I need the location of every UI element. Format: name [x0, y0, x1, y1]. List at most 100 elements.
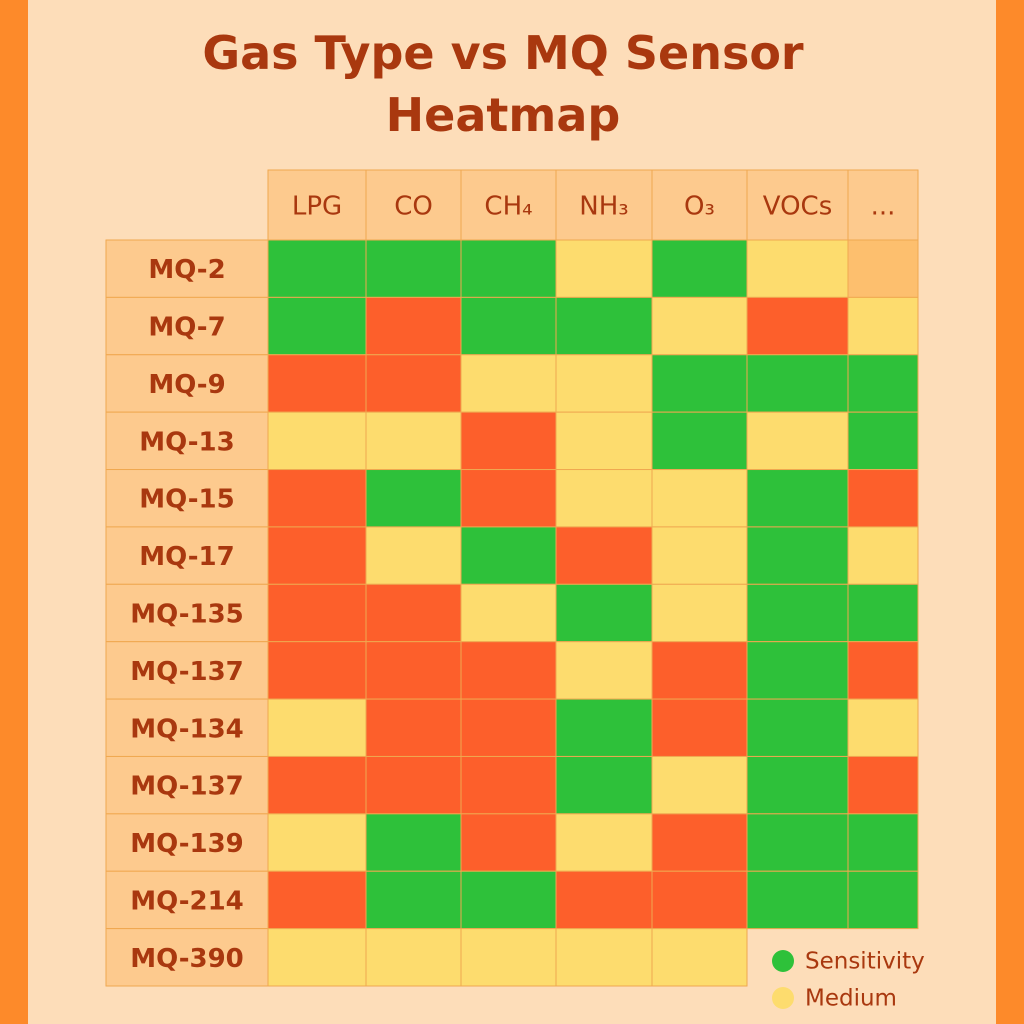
- heatmap-cell: [847, 698, 919, 757]
- heatmap-cell: [267, 813, 367, 872]
- heatmap-cell: [847, 469, 919, 528]
- row-header-cell: [105, 928, 269, 987]
- heatmap-cell: [651, 870, 748, 930]
- heatmap-cell: [847, 870, 919, 930]
- heatmap-cell: [267, 469, 367, 528]
- heatmap-cell: [267, 755, 367, 815]
- heatmap-cell: [847, 296, 919, 356]
- heatmap-cell: [555, 296, 653, 356]
- row-label: MQ-390: [130, 944, 244, 974]
- heatmap-cell: [267, 583, 367, 643]
- row-header-cell: [105, 469, 269, 528]
- heatmap-cell: [365, 239, 462, 298]
- heatmap-cell: [267, 296, 367, 356]
- row-label: MQ-17: [139, 542, 234, 572]
- heatmap-cell: [847, 583, 919, 643]
- heatmap-cell: [267, 411, 367, 471]
- heatmap-cell: [746, 239, 849, 298]
- heatmap-cell: [555, 239, 653, 298]
- heatmap-cell: [365, 870, 462, 930]
- heatmap-cell: [847, 239, 919, 298]
- heatmap-cell: [267, 928, 367, 987]
- row-header-cell: [105, 354, 269, 413]
- heatmap-cell: [746, 698, 849, 757]
- heatmap-cell: [746, 813, 849, 872]
- row-header-cell: [105, 698, 269, 757]
- heatmap-cell: [460, 870, 557, 930]
- heatmap-cell: [651, 583, 748, 643]
- heatmap-cell: [555, 469, 653, 528]
- heatmap-cell: [460, 928, 557, 987]
- heatmap-cell: [460, 239, 557, 298]
- row-header-cell: [105, 870, 269, 930]
- heatmap-cell: [460, 469, 557, 528]
- heatmap-cell: [847, 641, 919, 700]
- row-label: MQ-2: [148, 255, 225, 285]
- heatmap-cell: [555, 755, 653, 815]
- row-label: MQ-137: [130, 657, 244, 687]
- heatmap-cell: [555, 870, 653, 930]
- heatmap-cell: [746, 641, 849, 700]
- heatmap-cell: [847, 813, 919, 872]
- heatmap-cell: [651, 813, 748, 872]
- heatmap-cell: [460, 296, 557, 356]
- heatmap-cell: [365, 813, 462, 872]
- heatmap-cell: [460, 698, 557, 757]
- row-label: MQ-13: [139, 427, 234, 457]
- row-header-cell: [105, 296, 269, 356]
- column-header-cell: [460, 169, 557, 241]
- heatmap-cell: [847, 755, 919, 815]
- row-header-cell: [105, 641, 269, 700]
- heatmap-cell: [365, 755, 462, 815]
- heatmap-cell: [746, 469, 849, 528]
- row-label: MQ-139: [130, 829, 244, 859]
- heatmap-cell: [555, 813, 653, 872]
- column-header-cell: [365, 169, 462, 241]
- heatmap-cell: [746, 870, 849, 930]
- row-label: MQ-15: [139, 485, 234, 515]
- heatmap-cell: [651, 411, 748, 471]
- legend-swatch: [772, 987, 794, 1009]
- heatmap-cell: [651, 526, 748, 585]
- heatmap-cell: [555, 641, 653, 700]
- heatmap-cell: [746, 583, 849, 643]
- row-header-cell: [105, 239, 269, 298]
- heatmap-cell: [267, 354, 367, 413]
- heatmap-cell: [746, 526, 849, 585]
- heatmap-cell: [555, 526, 653, 585]
- legend-label: Sensitivity: [805, 949, 925, 975]
- heatmap-cell: [365, 583, 462, 643]
- heatmap-cell: [746, 755, 849, 815]
- column-header-cell: [267, 169, 367, 241]
- row-header-cell: [105, 755, 269, 815]
- column-label: CH₄: [484, 192, 532, 222]
- heatmap-cell: [555, 698, 653, 757]
- heatmap-cell: [651, 354, 748, 413]
- row-label: MQ-7: [148, 313, 225, 343]
- heatmap-cell: [847, 354, 919, 413]
- heatmap-cell: [365, 526, 462, 585]
- row-label: MQ-134: [130, 714, 244, 744]
- heatmap-cell: [460, 354, 557, 413]
- heatmap-cell: [267, 698, 367, 757]
- border-left: [0, 0, 28, 1024]
- heatmap-cell: [365, 411, 462, 471]
- row-label: MQ-137: [130, 772, 244, 802]
- heatmap-cell: [460, 411, 557, 471]
- heatmap-cell: [365, 469, 462, 528]
- heatmap-cell: [460, 526, 557, 585]
- heatmap-cell: [651, 469, 748, 528]
- border-right: [996, 0, 1024, 1024]
- heatmap-cell: [365, 354, 462, 413]
- row-label: MQ-214: [130, 886, 244, 916]
- column-label: CO: [394, 192, 433, 222]
- heatmap-cell: [555, 354, 653, 413]
- column-label: LPG: [292, 192, 342, 222]
- heatmap-cell: [267, 641, 367, 700]
- heatmap-cell: [651, 641, 748, 700]
- column-label: NH₃: [579, 192, 628, 222]
- heatmap-cell: [651, 296, 748, 356]
- heatmap-cell: [651, 755, 748, 815]
- chart-title: Gas Type vs MQ Sensor Heatmap: [202, 26, 804, 142]
